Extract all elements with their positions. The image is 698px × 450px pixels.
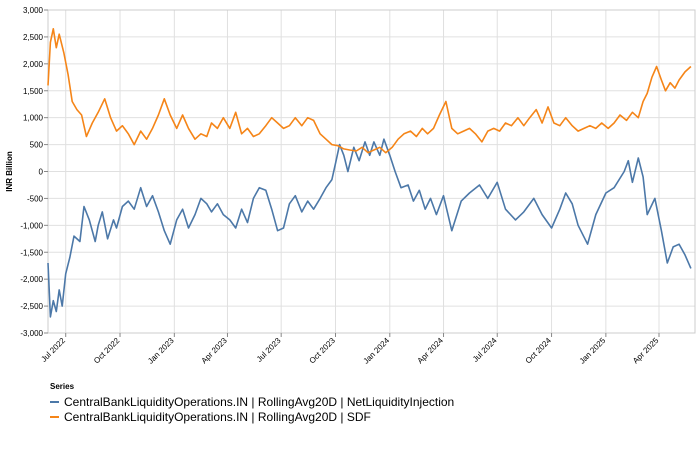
series-line-1	[47, 28, 692, 154]
y-gridlines	[48, 9, 695, 334]
x-tick-label: Jan 2024	[362, 336, 392, 366]
x-axis-ticks: Jul 2022 Oct 2022 Jan 2023 Apr 2023 Jul 2023…	[39, 333, 661, 366]
y-tick-label: 500	[30, 141, 44, 150]
y-axis-ticks: -3,000 -2,500 -2,000 -1,500 -1,000 -500 0 500 1,…	[20, 6, 48, 338]
legend-item-net-liquidity: CentralBankLiquidityOperations.IN | Roll…	[50, 394, 454, 409]
x-tick-label: Jan 2025	[578, 336, 608, 366]
x-tick-label: Apr 2024	[416, 336, 446, 366]
y-tick-label: 1,000	[23, 114, 44, 123]
x-tick-label: Jan 2023	[146, 336, 176, 366]
y-axis-title: INR Billion	[5, 151, 14, 192]
legend-swatch-sdf	[50, 415, 59, 418]
legend-title: Series	[50, 382, 75, 391]
series-layer	[47, 28, 692, 318]
y-tick-label: 1,500	[23, 87, 44, 96]
y-tick-label: 2,500	[23, 33, 44, 42]
y-tick-label: -1,500	[20, 248, 43, 257]
series-line-0	[47, 138, 692, 318]
y-tick-label: -500	[27, 194, 44, 203]
x-tick-label: Oct 2024	[524, 336, 554, 366]
y-tick-label: 2,000	[23, 60, 44, 69]
y-tick-label: -2,500	[20, 302, 43, 311]
legend: Series CentralBankLiquidityOperations.IN…	[50, 382, 454, 424]
legend-item-sdf: CentralBankLiquidityOperations.IN | Roll…	[50, 409, 454, 424]
legend-label-sdf: CentralBankLiquidityOperations.IN | Roll…	[64, 409, 371, 424]
x-tick-label: Oct 2023	[308, 336, 338, 366]
x-tick-label: Oct 2022	[92, 336, 122, 366]
x-tick-label: Jul 2024	[471, 336, 499, 364]
y-tick-label: -2,000	[20, 275, 43, 284]
y-tick-label: 0	[39, 168, 44, 177]
y-tick-label: -1,000	[20, 221, 43, 230]
y-tick-label: 3,000	[23, 6, 44, 15]
x-tick-label: Apr 2025	[631, 336, 661, 366]
x-tick-label: Jul 2022	[39, 336, 67, 364]
legend-swatch-net-liquidity	[50, 400, 59, 403]
legend-label-net-liquidity: CentralBankLiquidityOperations.IN | Roll…	[64, 394, 455, 409]
x-tick-label: Jul 2023	[255, 336, 283, 364]
y-tick-label: -3,000	[20, 329, 43, 338]
x-tick-label: Apr 2023	[200, 336, 230, 366]
